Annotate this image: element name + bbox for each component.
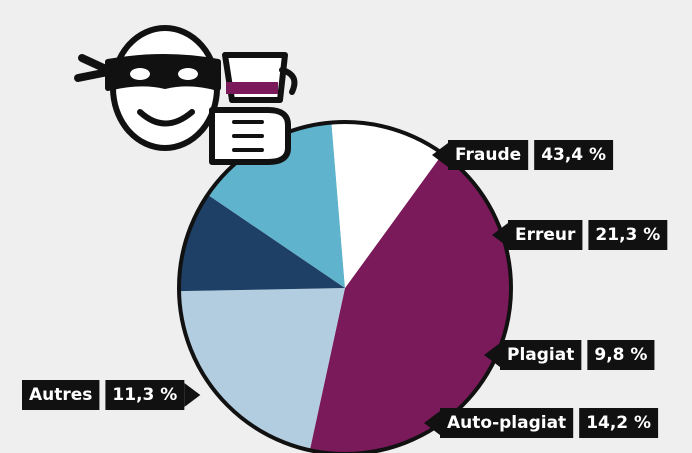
slice-label: Plagiat 9,8 % — [484, 340, 654, 370]
slice-label: Fraude 43,4 % — [432, 140, 613, 170]
category-label: Plagiat — [507, 345, 574, 365]
slice-label: Erreur 21,3 % — [492, 220, 667, 250]
category-label: Erreur — [515, 225, 576, 245]
value-label: 11,3 % — [112, 385, 177, 405]
slice-label: Auto-plagiat 14,2 % — [424, 408, 658, 438]
value-label: 21,3 % — [595, 225, 660, 245]
chart: Fraude 43,4 % Erreur 21,3 % Plagiat 9,8 % Auto… — [0, 0, 692, 453]
pie — [179, 122, 511, 453]
category-label: Auto-plagiat — [447, 413, 566, 433]
category-label: Autres — [29, 385, 92, 405]
value-label: 43,4 % — [541, 145, 606, 165]
value-label: 14,2 % — [586, 413, 651, 433]
slice-label: Autres 11,3 % — [22, 380, 200, 410]
category-label: Fraude — [455, 145, 521, 165]
value-label: 9,8 % — [594, 345, 647, 365]
